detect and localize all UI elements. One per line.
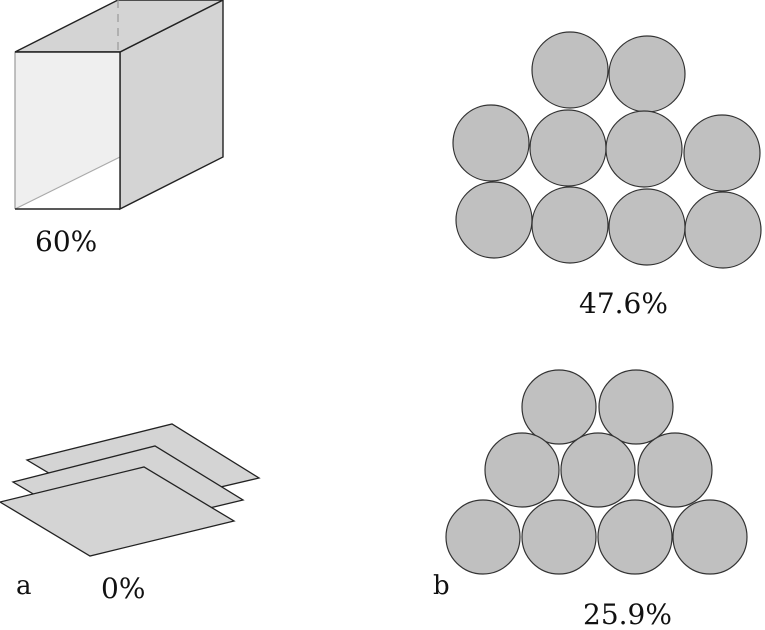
square-packing-percent: 47.6% <box>579 287 668 320</box>
disc <box>521 369 597 445</box>
disc <box>672 499 748 575</box>
hex-packing-diagram <box>445 369 748 575</box>
sheets-diagram <box>0 423 261 557</box>
disc <box>529 109 607 187</box>
disc <box>608 188 686 266</box>
panel-label-b: b <box>433 571 450 601</box>
disc <box>445 499 521 575</box>
disc <box>684 191 762 269</box>
disc <box>452 104 530 182</box>
disc <box>683 114 761 192</box>
square-packing-diagram <box>452 31 762 269</box>
box-hidden-edge-diagonal <box>14 156 121 210</box>
disc <box>484 432 560 508</box>
box-percent: 60% <box>35 225 97 258</box>
panel-label-a: a <box>16 571 32 601</box>
disc <box>598 369 674 445</box>
disc <box>560 432 636 508</box>
disc <box>455 181 533 259</box>
disc <box>608 35 686 113</box>
sheets-percent: 0% <box>101 572 145 605</box>
box-diagram <box>14 0 224 211</box>
disc <box>637 432 713 508</box>
disc <box>597 499 673 575</box>
disc <box>531 186 609 264</box>
sheet-bottom <box>0 466 236 557</box>
disc <box>531 31 609 109</box>
disc <box>605 110 683 188</box>
disc <box>521 499 597 575</box>
hex-packing-percent: 25.9% <box>583 598 672 630</box>
